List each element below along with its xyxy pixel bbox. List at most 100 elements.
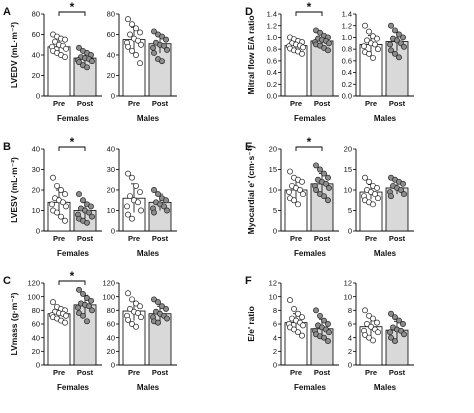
data-point bbox=[125, 211, 131, 218]
subplot-females: 0 5 10 15 20 Pre Post Females * bbox=[269, 135, 339, 258]
y-axis-label: E/e' ratio bbox=[246, 306, 256, 342]
data-point bbox=[372, 41, 378, 48]
data-point bbox=[135, 310, 141, 317]
y-tick-label: 10 bbox=[344, 292, 352, 301]
y-tick-label: 4 bbox=[273, 333, 277, 342]
y-tick-label: 0 bbox=[36, 227, 40, 236]
data-point bbox=[388, 22, 394, 29]
data-point bbox=[321, 317, 327, 324]
data-point bbox=[326, 329, 332, 336]
data-point bbox=[137, 189, 143, 195]
group-label: Females bbox=[294, 114, 327, 123]
data-point bbox=[76, 286, 82, 293]
y-tick-label: 12 bbox=[344, 279, 352, 288]
data-point bbox=[151, 28, 157, 35]
x-tick-label: Pre bbox=[53, 368, 65, 377]
y-tick-label: 20 bbox=[32, 71, 40, 80]
y-tick-label: 1.4 bbox=[267, 10, 277, 19]
significance-marker: * bbox=[307, 0, 312, 14]
y-tick-label: 4 bbox=[348, 333, 352, 342]
y-tick-label: 0.0 bbox=[342, 92, 352, 101]
data-point bbox=[366, 50, 372, 57]
data-point bbox=[325, 338, 331, 345]
y-tick-label: 0 bbox=[111, 361, 115, 370]
data-point bbox=[287, 297, 293, 304]
y-tick-label: 80 bbox=[32, 306, 40, 315]
y-tick-label: 6 bbox=[273, 320, 277, 329]
data-point bbox=[137, 303, 143, 310]
data-point bbox=[129, 215, 135, 222]
x-tick-label: Post bbox=[389, 99, 406, 108]
subplot-males: 0 2 4 6 8 10 12 Pre Post Males bbox=[344, 279, 414, 392]
data-point bbox=[400, 321, 406, 327]
data-point bbox=[401, 43, 407, 50]
data-point bbox=[62, 191, 68, 198]
data-point bbox=[129, 47, 135, 54]
data-point bbox=[163, 197, 169, 204]
y-tick-label: 80 bbox=[107, 306, 115, 315]
y-tick-label: 0.4 bbox=[267, 68, 277, 77]
data-point bbox=[396, 317, 402, 324]
data-point bbox=[80, 290, 86, 297]
data-point bbox=[133, 25, 139, 32]
data-point bbox=[84, 318, 90, 325]
significance-bracket bbox=[295, 146, 323, 151]
significance-marker: * bbox=[70, 269, 75, 283]
data-point bbox=[366, 334, 372, 341]
data-point bbox=[76, 310, 82, 317]
data-point bbox=[135, 199, 141, 206]
panel-f: F E/e' ratio 0 2 4 6 8 10 12 Pre Post Females 0 2 4 6 8 1… bbox=[245, 275, 414, 392]
data-point bbox=[317, 166, 323, 173]
data-point bbox=[286, 189, 292, 195]
data-point bbox=[400, 34, 406, 41]
y-tick-label: 20 bbox=[32, 186, 40, 195]
x-tick-label: Pre bbox=[128, 234, 140, 243]
data-point bbox=[86, 303, 92, 310]
y-tick-label: 40 bbox=[32, 145, 40, 154]
x-tick-label: Pre bbox=[53, 99, 65, 108]
x-tick-label: Post bbox=[314, 234, 331, 243]
y-tick-label: 0 bbox=[111, 92, 115, 101]
data-point bbox=[137, 29, 143, 36]
data-point bbox=[396, 31, 402, 38]
y-tick-label: 10 bbox=[269, 292, 277, 301]
y-tick-label: 1.0 bbox=[342, 33, 352, 42]
x-tick-label: Pre bbox=[290, 99, 302, 108]
subplot-males: 0 20 40 60 80 Pre Post Males bbox=[107, 10, 177, 123]
data-point bbox=[129, 174, 135, 181]
y-tick-label: 60 bbox=[107, 320, 115, 329]
y-tick-label: 15 bbox=[269, 165, 277, 174]
subplot-females: 0 10 20 30 40 Pre Post Females * bbox=[32, 135, 102, 258]
significance-marker: * bbox=[70, 0, 75, 14]
x-tick-label: Post bbox=[152, 368, 169, 377]
data-point bbox=[326, 184, 332, 191]
data-point bbox=[362, 307, 368, 314]
data-point bbox=[297, 187, 303, 193]
y-tick-label: 80 bbox=[107, 10, 115, 19]
data-point bbox=[366, 178, 372, 185]
data-point bbox=[127, 193, 133, 200]
panel-label: E bbox=[245, 141, 252, 153]
data-point bbox=[62, 217, 68, 224]
y-tick-label: 0.2 bbox=[342, 80, 352, 89]
panel-label: C bbox=[3, 275, 11, 287]
y-tick-label: 120 bbox=[102, 279, 115, 288]
group-label: Females bbox=[294, 383, 327, 392]
data-point bbox=[84, 219, 90, 226]
group-label: Females bbox=[57, 249, 90, 258]
data-point bbox=[388, 310, 394, 317]
data-point bbox=[125, 16, 131, 23]
data-point bbox=[138, 41, 144, 48]
y-axis-label: LVESV (mL·m⁻²) bbox=[9, 157, 19, 223]
significance-marker: * bbox=[70, 135, 75, 149]
y-tick-label: 30 bbox=[32, 165, 40, 174]
data-point bbox=[366, 28, 372, 35]
data-point bbox=[295, 201, 301, 208]
y-tick-label: 1.2 bbox=[342, 21, 352, 30]
group-label: Females bbox=[57, 114, 90, 123]
data-point bbox=[325, 174, 331, 181]
data-point bbox=[125, 290, 131, 297]
